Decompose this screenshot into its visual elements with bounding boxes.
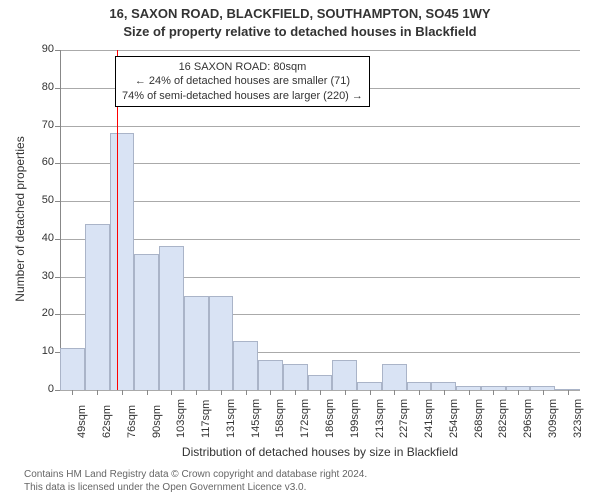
x-tick-mark: [493, 390, 494, 395]
histogram-bar: [85, 224, 110, 390]
y-tick-label: 20: [32, 307, 54, 319]
y-tick-label: 0: [32, 383, 54, 395]
y-axis: [60, 50, 61, 390]
footer-text: Contains HM Land Registry data © Crown c…: [24, 468, 367, 494]
footer-line-2: This data is licensed under the Open Gov…: [24, 481, 367, 494]
histogram-bar: [357, 382, 382, 390]
x-tick-label: 131sqm: [225, 399, 237, 438]
histogram-bar: [308, 375, 333, 390]
y-tick-label: 80: [32, 81, 54, 93]
x-tick-mark: [72, 390, 73, 395]
x-tick-mark: [171, 390, 172, 395]
histogram-bar: [431, 382, 456, 390]
x-tick-mark: [320, 390, 321, 395]
x-tick-mark: [518, 390, 519, 395]
grid-line: [60, 163, 580, 164]
histogram-bar: [159, 246, 184, 390]
x-tick-mark: [419, 390, 420, 395]
x-tick-mark: [147, 390, 148, 395]
histogram-bar: [407, 382, 432, 390]
grid-line: [60, 50, 580, 51]
histogram-bar: [233, 341, 258, 390]
x-tick-label: 90sqm: [151, 405, 163, 438]
histogram-bar: [134, 254, 159, 390]
histogram-bar: [110, 133, 135, 390]
histogram-bar: [209, 296, 234, 390]
x-tick-label: 145sqm: [250, 399, 262, 438]
x-axis-title: Distribution of detached houses by size …: [60, 445, 580, 459]
annotation-box: 16 SAXON ROAD: 80sqm← 24% of detached ho…: [115, 56, 370, 107]
y-tick-label: 10: [32, 345, 54, 357]
x-tick-mark: [444, 390, 445, 395]
x-tick-label: 254sqm: [448, 399, 460, 438]
x-tick-mark: [370, 390, 371, 395]
x-tick-mark: [394, 390, 395, 395]
y-tick-label: 50: [32, 194, 54, 206]
x-tick-label: 268sqm: [473, 399, 485, 438]
x-tick-label: 103sqm: [175, 399, 187, 438]
x-tick-label: 323sqm: [572, 399, 584, 438]
x-tick-label: 282sqm: [497, 399, 509, 438]
grid-line: [60, 239, 580, 240]
annotation-line-2: ← 24% of detached houses are smaller (71…: [122, 74, 363, 88]
annotation-line-3: 74% of semi-detached houses are larger (…: [122, 89, 363, 103]
x-tick-label: 227sqm: [398, 399, 410, 438]
histogram-chart: 010203040506070809049sqm62sqm76sqm90sqm1…: [60, 50, 580, 390]
x-tick-label: 213sqm: [374, 399, 386, 438]
y-tick-label: 70: [32, 119, 54, 131]
x-tick-mark: [246, 390, 247, 395]
x-tick-mark: [97, 390, 98, 395]
x-tick-mark: [543, 390, 544, 395]
y-tick-mark: [55, 390, 60, 391]
y-tick-label: 30: [32, 270, 54, 282]
x-tick-mark: [122, 390, 123, 395]
x-tick-mark: [196, 390, 197, 395]
y-tick-label: 90: [32, 43, 54, 55]
x-tick-label: 76sqm: [126, 405, 138, 438]
grid-line: [60, 201, 580, 202]
x-tick-label: 49sqm: [76, 405, 88, 438]
histogram-bar: [258, 360, 283, 390]
y-axis-title: Number of detached properties: [13, 119, 27, 319]
histogram-bar: [283, 364, 308, 390]
x-tick-label: 309sqm: [547, 399, 559, 438]
x-tick-label: 158sqm: [274, 399, 286, 438]
page-title: 16, SAXON ROAD, BLACKFIELD, SOUTHAMPTON,…: [0, 6, 600, 21]
histogram-bar: [184, 296, 209, 390]
x-tick-mark: [469, 390, 470, 395]
grid-line: [60, 126, 580, 127]
histogram-bar: [60, 348, 85, 390]
page-subtitle: Size of property relative to detached ho…: [0, 24, 600, 39]
x-tick-mark: [295, 390, 296, 395]
x-tick-label: 296sqm: [522, 399, 534, 438]
x-tick-mark: [345, 390, 346, 395]
x-tick-mark: [221, 390, 222, 395]
x-tick-label: 62sqm: [101, 405, 113, 438]
x-tick-mark: [568, 390, 569, 395]
x-tick-label: 172sqm: [299, 399, 311, 438]
footer-line-1: Contains HM Land Registry data © Crown c…: [24, 468, 367, 481]
x-tick-label: 186sqm: [324, 399, 336, 438]
x-tick-mark: [270, 390, 271, 395]
x-tick-label: 241sqm: [423, 399, 435, 438]
annotation-line-1: 16 SAXON ROAD: 80sqm: [122, 60, 363, 74]
y-tick-label: 40: [32, 232, 54, 244]
histogram-bar: [382, 364, 407, 390]
y-tick-label: 60: [32, 156, 54, 168]
x-tick-label: 117sqm: [200, 400, 212, 438]
histogram-bar: [332, 360, 357, 390]
x-tick-label: 199sqm: [349, 399, 361, 438]
